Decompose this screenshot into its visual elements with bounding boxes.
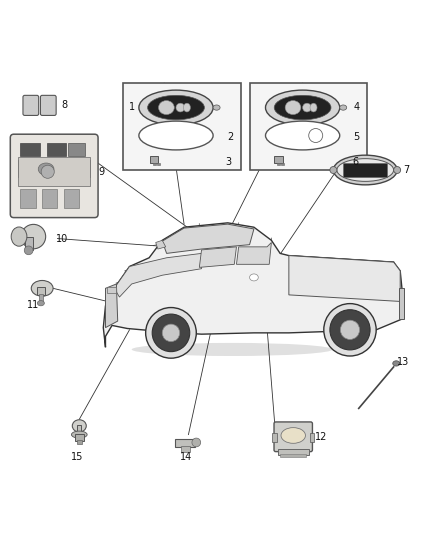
Ellipse shape — [340, 105, 347, 110]
Ellipse shape — [132, 343, 332, 356]
Text: 8: 8 — [61, 100, 67, 110]
Bar — [18, 159, 90, 177]
Text: 2: 2 — [227, 132, 233, 142]
Ellipse shape — [285, 101, 301, 115]
Text: 7: 7 — [404, 165, 410, 175]
FancyBboxPatch shape — [274, 422, 312, 451]
Bar — [250, 83, 367, 171]
Text: 14: 14 — [180, 453, 192, 462]
FancyBboxPatch shape — [40, 95, 56, 116]
Text: 11: 11 — [27, 300, 39, 310]
Ellipse shape — [333, 155, 397, 185]
Circle shape — [162, 324, 180, 342]
Ellipse shape — [71, 431, 87, 438]
FancyBboxPatch shape — [23, 95, 39, 116]
Ellipse shape — [37, 301, 44, 306]
Circle shape — [324, 304, 376, 356]
Text: 9: 9 — [98, 167, 104, 177]
Ellipse shape — [310, 103, 317, 112]
Bar — [277, 163, 280, 165]
Circle shape — [146, 308, 196, 358]
Bar — [272, 433, 277, 442]
Bar — [77, 440, 82, 444]
Text: 10: 10 — [56, 233, 68, 244]
Ellipse shape — [21, 224, 46, 249]
Polygon shape — [103, 223, 403, 348]
Text: 13: 13 — [397, 357, 410, 367]
Bar — [278, 449, 309, 455]
Ellipse shape — [148, 95, 205, 120]
Polygon shape — [199, 247, 237, 268]
Bar — [18, 157, 90, 185]
Ellipse shape — [192, 438, 201, 447]
Text: 15: 15 — [71, 453, 83, 462]
Circle shape — [330, 310, 370, 350]
Ellipse shape — [41, 165, 54, 179]
Ellipse shape — [72, 420, 86, 432]
Polygon shape — [237, 243, 272, 264]
Bar — [68, 143, 85, 156]
Bar — [37, 287, 45, 295]
Bar — [310, 433, 314, 442]
Text: 6: 6 — [352, 157, 358, 167]
Text: 5: 5 — [353, 132, 360, 142]
Ellipse shape — [394, 166, 401, 174]
Text: 4: 4 — [353, 102, 360, 112]
Bar — [274, 157, 283, 164]
Ellipse shape — [393, 361, 400, 366]
Circle shape — [327, 307, 373, 352]
Ellipse shape — [265, 121, 340, 150]
Bar — [39, 294, 42, 301]
Ellipse shape — [337, 159, 394, 181]
Polygon shape — [106, 284, 118, 328]
Bar — [42, 189, 57, 207]
Ellipse shape — [31, 280, 53, 296]
Bar — [280, 454, 306, 457]
Bar — [180, 446, 190, 452]
Ellipse shape — [213, 105, 220, 110]
Ellipse shape — [274, 95, 331, 120]
Ellipse shape — [159, 101, 174, 115]
Bar — [399, 288, 404, 319]
Bar — [64, 189, 79, 207]
Ellipse shape — [38, 163, 54, 175]
Bar — [153, 163, 156, 165]
Circle shape — [340, 320, 360, 340]
Ellipse shape — [309, 128, 323, 142]
Polygon shape — [155, 240, 166, 249]
Bar — [175, 439, 195, 447]
Circle shape — [148, 311, 194, 357]
Bar — [150, 157, 159, 164]
Ellipse shape — [139, 121, 213, 150]
Bar — [282, 163, 285, 165]
Ellipse shape — [250, 274, 258, 281]
Bar — [20, 189, 35, 207]
Text: 3: 3 — [226, 157, 232, 167]
FancyBboxPatch shape — [11, 134, 98, 217]
Ellipse shape — [176, 103, 185, 112]
Ellipse shape — [330, 166, 337, 174]
Bar — [75, 434, 84, 441]
Bar — [20, 143, 40, 156]
Bar — [123, 83, 241, 171]
Ellipse shape — [184, 103, 191, 112]
Bar — [77, 425, 81, 433]
Ellipse shape — [281, 427, 305, 443]
Text: 1: 1 — [129, 102, 135, 112]
Ellipse shape — [303, 103, 311, 112]
Text: 12: 12 — [315, 432, 328, 442]
Polygon shape — [289, 256, 400, 302]
Bar — [157, 163, 160, 165]
Bar — [107, 287, 117, 293]
Bar — [343, 163, 387, 177]
Ellipse shape — [11, 227, 27, 246]
Ellipse shape — [139, 90, 213, 125]
Ellipse shape — [24, 246, 33, 255]
Bar — [46, 143, 66, 156]
Bar — [25, 237, 32, 251]
Polygon shape — [162, 224, 254, 253]
Circle shape — [152, 314, 190, 352]
Ellipse shape — [265, 90, 340, 125]
Polygon shape — [114, 253, 201, 297]
